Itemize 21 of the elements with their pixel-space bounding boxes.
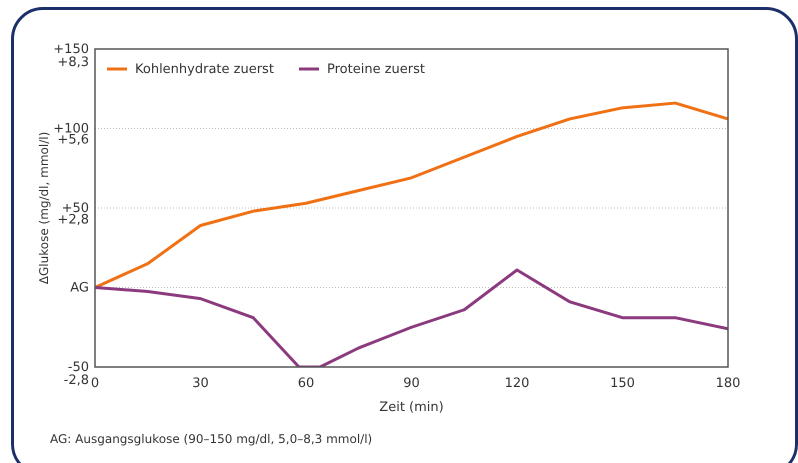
x-tick-label: 120 (504, 376, 530, 391)
x-tick-label: 90 (403, 376, 420, 391)
y2-tick-label: -2,8 (64, 373, 89, 388)
line-series (95, 102, 728, 289)
line-series (95, 268, 728, 367)
legend-label: Kohlenhydrate zuerst (135, 62, 274, 77)
y2-tick-label: +8,3 (57, 55, 89, 70)
text: AG: Ausgangsglukose (90–150 mg/dl, 5,0–8,3 mmol/l) (50, 432, 372, 446)
x-tick-label: 150 (610, 376, 635, 391)
x-tick-label: 60 (298, 376, 314, 391)
x-tick-label: 180 (716, 376, 740, 391)
y-tick-label: AG (70, 280, 89, 296)
x-tick-label: 30 (192, 376, 209, 391)
y-tick-label: -50 (68, 360, 89, 375)
y2-tick-label: +2,8 (57, 212, 89, 228)
x-axis-title: Zeit (min) (379, 400, 444, 415)
y-axis-title: ΔGlukose (mg/dl, mmol/l) (37, 132, 51, 284)
legend-label: Proteine zuerst (327, 62, 425, 77)
x-tick-label: 0 (90, 376, 100, 391)
y-tick-label: +150 (53, 42, 89, 57)
y2-tick-label: +5,6 (57, 132, 89, 148)
